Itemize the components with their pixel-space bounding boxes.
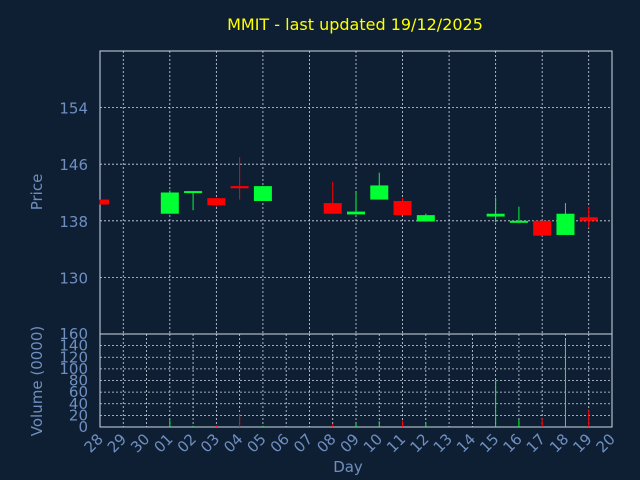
candle-body (416, 215, 435, 222)
price-tick-label: 130 (59, 269, 88, 287)
candle-body (207, 198, 226, 206)
candle-body (100, 199, 109, 205)
volume-tick-label: 0 (78, 418, 88, 436)
candle-body (184, 191, 203, 194)
volume-tick-label: 80 (69, 372, 88, 390)
volume-tick-label: 60 (69, 383, 88, 401)
volume-tick-label: 20 (69, 406, 88, 424)
candle-body (579, 217, 598, 221)
price-panel: 130 138 146 154 (59, 50, 613, 335)
candle-body (509, 220, 528, 223)
candle-body (370, 185, 389, 200)
x-axis: 2829300102030405060708091011121314151617… (81, 430, 619, 456)
candle-body (253, 186, 272, 201)
candle-body (160, 192, 179, 214)
candle-body (556, 213, 575, 235)
price-tick-label: 154 (59, 100, 88, 118)
candle-body (347, 211, 365, 215)
candle-body (323, 203, 342, 214)
volume-tick-label: 140 (59, 337, 88, 355)
candle-body (533, 220, 552, 236)
price-tick-label: 146 (59, 156, 88, 174)
candle-body (393, 200, 412, 216)
price-tick-label: 138 (59, 213, 88, 231)
candle-body (230, 186, 249, 189)
volume-tick-label: 40 (69, 395, 88, 413)
chart-title: MMIT - last updated 19/12/2025 (227, 15, 483, 34)
candle-body (486, 213, 505, 217)
volume-tick-label: 160 (59, 325, 88, 343)
volume-tick-label: 120 (59, 348, 88, 366)
volume-tick-label: 100 (59, 360, 88, 378)
x-axis-label: Day (333, 458, 363, 476)
x-tick-label: 20 (593, 430, 619, 456)
volume-axis-label: Volume (0000) (28, 326, 46, 436)
price-axis-label: Price (28, 174, 46, 211)
